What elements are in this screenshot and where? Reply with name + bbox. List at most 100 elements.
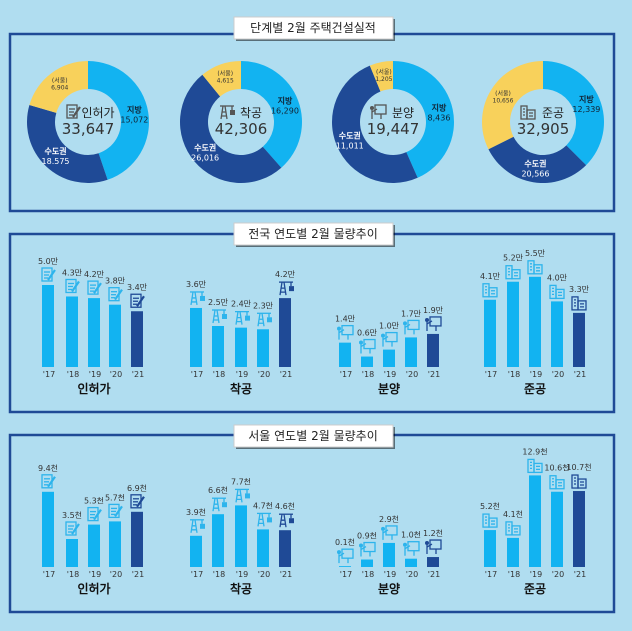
slice-region (543, 61, 604, 166)
bar-value-label: 2.4만 (231, 300, 252, 309)
bar (551, 301, 563, 367)
bar-value-label: 5.2천 (480, 501, 500, 511)
permit-document-icon (108, 287, 123, 302)
buildings-icon (527, 458, 543, 474)
buildings-icon (527, 260, 543, 275)
year-tick-label: '17 (43, 370, 55, 379)
buildings-icon (549, 475, 565, 490)
bar-group-crane: 3.9천 '17 6.6천 '18 7.7천 '19 4.7천 '20 4.6천 '21 착공 (186, 476, 295, 596)
year-tick-label: '20 (258, 370, 270, 379)
slice-seoul (481, 61, 543, 150)
bar (405, 337, 417, 367)
slice-capital (488, 136, 587, 183)
permit-document-icon (130, 494, 145, 509)
group-label: 분양 (378, 581, 400, 596)
year-tick-label: '17 (340, 370, 352, 379)
bar (88, 298, 100, 367)
year-tick-label: '20 (110, 570, 122, 579)
bar (257, 329, 269, 367)
group-label: 착공 (230, 381, 252, 396)
bar (109, 304, 121, 367)
bar-value-label: 4.3만 (62, 268, 83, 277)
bar-value-label: 3.5천 (62, 510, 82, 520)
bar (257, 529, 269, 567)
year-tick-label: '19 (384, 570, 396, 579)
bar (131, 311, 143, 367)
bar-value-label: 6.6천 (208, 485, 228, 495)
bar-value-label: 4.6천 (275, 501, 295, 511)
bar-value-label: 6.9천 (127, 483, 147, 493)
bar-value-label: 4.2만 (275, 270, 296, 279)
presentation-board-icon (337, 548, 354, 564)
group-label: 착공 (230, 581, 252, 596)
region-label: 지방 (432, 102, 447, 112)
group-label: 분양 (378, 381, 400, 396)
bar-value-label: 5.0만 (38, 257, 59, 266)
year-tick-label: '17 (340, 570, 352, 579)
region-value: 15,072 (120, 115, 148, 124)
bar (212, 514, 224, 567)
bar (361, 356, 373, 367)
year-tick-label: '21 (574, 370, 586, 379)
donut-total: 32,905 (517, 120, 570, 138)
year-tick-label: '19 (236, 570, 248, 579)
presentation-board-icon (403, 541, 420, 556)
year-tick-label: '19 (89, 570, 101, 579)
bar (383, 349, 395, 367)
region-label: 지방 (127, 104, 142, 114)
bar-value-label: 4.2만 (84, 270, 105, 279)
permit-document-icon (65, 521, 80, 536)
stage-panel-title: 단계별 2월 주택건설실적 (250, 21, 376, 35)
buildings-icon (505, 265, 521, 280)
capital-value: 26,016 (191, 153, 219, 162)
seoul-label: (서울) (376, 68, 392, 76)
bar (190, 535, 202, 567)
presentation-board-icon (425, 316, 442, 331)
year-tick-label: '20 (552, 370, 564, 379)
crane-icon (190, 519, 205, 533)
bar-value-label: 3.8만 (105, 277, 126, 286)
donut-total: 33,647 (62, 120, 115, 138)
seoul-value: 1,205 (375, 76, 392, 83)
donut-stage-name: 분양 (392, 106, 414, 120)
bar-value-label: 3.3만 (569, 285, 590, 294)
capital-value: 18.575 (42, 157, 70, 166)
bar (235, 327, 247, 367)
year-tick-label: '18 (362, 370, 374, 379)
year-tick-label: '20 (552, 570, 564, 579)
permit-document-icon (87, 280, 102, 295)
bar-value-label: 1.7만 (401, 309, 422, 318)
seoul-label: (서울) (52, 76, 68, 84)
presentation-board-icon (381, 525, 398, 540)
year-tick-label: '21 (574, 570, 586, 579)
bar-value-label: 3.9천 (186, 507, 206, 517)
bar (66, 539, 78, 567)
bar (427, 333, 439, 367)
donut-stage-name: 준공 (542, 106, 564, 120)
permit-document-icon (66, 104, 81, 119)
presentation-board-icon (403, 319, 420, 335)
year-tick-label: '21 (280, 570, 292, 579)
region-label: 지방 (278, 95, 293, 105)
bar (42, 491, 54, 567)
year-tick-label: '21 (428, 570, 440, 579)
permit-document-icon (108, 503, 123, 519)
bar-group-buildings: 4.1만 '17 5.2만 '18 5.5만 '19 4.0만 '20 3.3만 '21 준공 (480, 249, 590, 396)
bar (88, 524, 100, 567)
year-tick-label: '19 (530, 570, 542, 579)
crane-icon (257, 512, 272, 527)
national-panel-title-box (233, 222, 394, 246)
bar (383, 542, 395, 567)
seoul-value: 10,656 (493, 97, 514, 104)
year-tick-label: '17 (485, 370, 497, 379)
group-label: 인허가 (77, 581, 110, 596)
buildings-icon (571, 296, 587, 311)
region-value: 16,290 (271, 106, 299, 115)
crane-icon (235, 488, 250, 503)
slice-capital (26, 105, 108, 183)
slice-region (393, 61, 454, 178)
bar (507, 281, 519, 367)
bar-value-label: 12.9천 (522, 446, 547, 456)
